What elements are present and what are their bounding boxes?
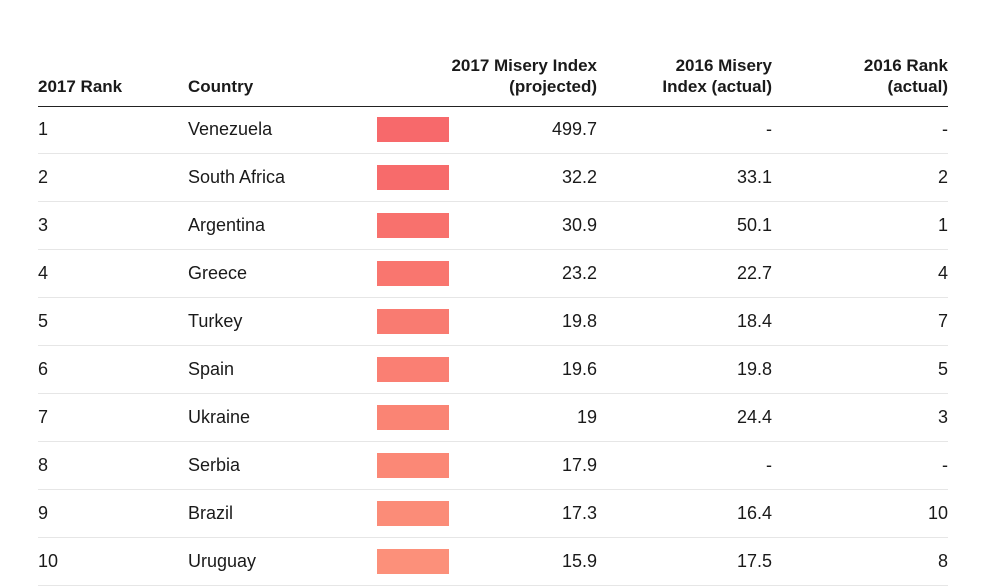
cell-country: Spain: [188, 359, 235, 379]
cell-2017-rank: 10: [38, 551, 59, 571]
cell-2016-index: -: [766, 455, 772, 475]
cell-2017-index: 19: [576, 407, 597, 427]
header-2017-rank: 2017 Rank: [38, 76, 122, 97]
table-row: 8 Serbia 17.9 - -: [38, 442, 948, 490]
table-row: 9 Brazil 17.3 16.4 10: [38, 490, 948, 538]
table-row: 6 Spain 19.6 19.8 5: [38, 346, 948, 394]
cell-2016-index: 19.8: [736, 359, 772, 379]
cell-country: Venezuela: [188, 119, 273, 139]
cell-2017-index: 19.8: [561, 311, 597, 331]
cell-2016-rank: 5: [937, 359, 948, 379]
header-2017-index: 2017 Misery Index (projected): [451, 55, 597, 97]
header-2016-index-line1: 2016 Misery: [675, 56, 772, 75]
cell-2017-index: 17.3: [561, 503, 597, 523]
header-country-line1: Country: [188, 77, 254, 96]
index-bar: [377, 309, 449, 334]
cell-2016-rank: 1: [937, 215, 948, 235]
cell-2016-index: 22.7: [736, 263, 772, 283]
header-2016-index: 2016 Misery Index (actual): [662, 55, 772, 97]
cell-2016-rank: -: [942, 119, 948, 139]
table-row: 2 South Africa 32.2 33.1 2: [38, 154, 948, 202]
index-bar: [377, 165, 449, 190]
table-row: 5 Turkey 19.8 18.4 7: [38, 298, 948, 346]
cell-2017-rank: 1: [38, 119, 49, 139]
cell-2016-index: 16.4: [736, 503, 772, 523]
cell-2016-index: 33.1: [736, 167, 772, 187]
misery-index-table: 2017 Rank Country 2017 Misery Index (pro…: [38, 0, 948, 587]
cell-2017-rank: 5: [38, 311, 49, 331]
index-bar: [377, 357, 449, 382]
cell-country: Serbia: [188, 455, 241, 475]
index-bar: [377, 117, 449, 142]
cell-2017-rank: 3: [38, 215, 49, 235]
cell-country: South Africa: [188, 167, 286, 187]
cell-country: Brazil: [188, 503, 234, 523]
cell-2017-index: 499.7: [551, 119, 597, 139]
cell-2017-index: 30.9: [561, 215, 597, 235]
table-body: 1 Venezuela 499.7- -2 South Africa 32.2 33.1 2 3…: [38, 106, 948, 586]
cell-2017-rank: 7: [38, 407, 49, 427]
index-bar: [377, 213, 449, 238]
table-row: 4 Greece 23.2 22.7 4: [38, 250, 948, 298]
cell-2017-rank: 9: [38, 503, 49, 523]
table-row: 3 Argentina 30.9 50.1 1: [38, 202, 948, 250]
table-row: 7 Ukraine 19 24.4 3: [38, 394, 948, 442]
index-bar: [377, 453, 449, 478]
cell-2017-index: 15.9: [561, 551, 597, 571]
cell-2016-index: 18.4: [736, 311, 772, 331]
table-header: 2017 Rank Country 2017 Misery Index (pro…: [38, 44, 948, 107]
cell-2017-rank: 2: [38, 167, 49, 187]
index-bar: [377, 261, 449, 286]
index-bar: [377, 549, 449, 574]
cell-2016-index: 50.1: [736, 215, 772, 235]
cell-2016-rank: 3: [937, 407, 948, 427]
cell-country: Turkey: [188, 311, 243, 331]
cell-2016-rank: 8: [937, 551, 948, 571]
cell-2017-rank: 6: [38, 359, 49, 379]
cell-2016-rank: 7: [937, 311, 948, 331]
header-2016-rank-line1: 2016 Rank: [863, 56, 948, 75]
cell-2016-rank: 4: [937, 263, 948, 283]
header-2017-index-line2: (projected): [509, 77, 597, 96]
header-2017-index-line1: 2017 Misery Index: [451, 56, 597, 75]
index-bar: [377, 501, 449, 526]
cell-2016-rank: 2: [937, 167, 948, 187]
cell-2016-rank: 10: [927, 503, 948, 523]
cell-2016-rank: -: [942, 455, 948, 475]
cell-country: Uruguay: [188, 551, 257, 571]
cell-country: Ukraine: [188, 407, 251, 427]
cell-2016-index: 17.5: [736, 551, 772, 571]
cell-2017-index: 32.2: [561, 167, 597, 187]
cell-country: Greece: [188, 263, 248, 283]
table-row: 1 Venezuela 499.7 - -: [38, 106, 948, 154]
cell-2016-index: 24.4: [736, 407, 772, 427]
cell-2017-index: 23.2: [561, 263, 597, 283]
cell-2017-rank: 8: [38, 455, 49, 475]
header-country: Country: [188, 76, 253, 97]
index-bar: [377, 405, 449, 430]
cell-2017-index: 19.6: [561, 359, 597, 379]
header-2016-rank-line2: (actual): [887, 77, 948, 96]
cell-2016-index: -: [766, 119, 772, 139]
table-row: 10 Uruguay 15.9 17.5 8: [38, 538, 948, 586]
header-2017-rank-line1: 2017 Rank: [38, 77, 123, 96]
cell-country: Argentina: [188, 215, 266, 235]
header-2016-rank: 2016 Rank (actual): [864, 55, 948, 97]
cell-2017-rank: 4: [38, 263, 49, 283]
header-2016-index-line2: Index (actual): [662, 77, 772, 96]
cell-2017-index: 17.9: [561, 455, 597, 475]
